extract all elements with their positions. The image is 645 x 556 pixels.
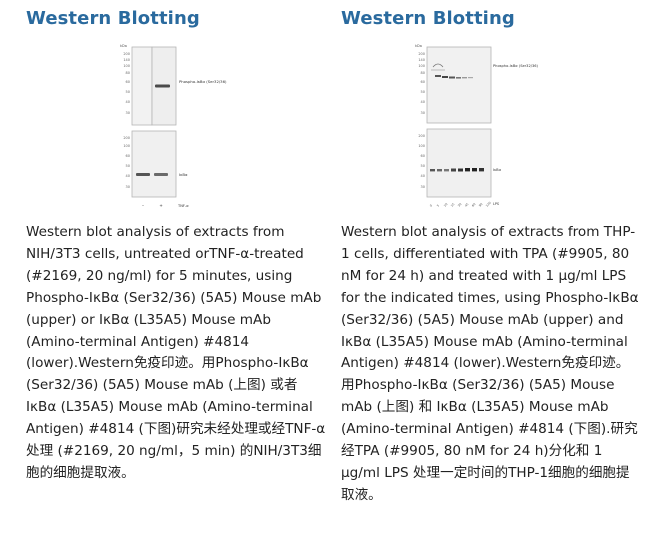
svg-text:40: 40 [126, 100, 130, 104]
svg-text:IκBα: IκBα [493, 168, 502, 172]
svg-text:45: 45 [464, 202, 470, 208]
upper-membrane [131, 46, 153, 126]
svg-text:0: 0 [429, 203, 433, 207]
svg-text:50: 50 [126, 164, 130, 168]
svg-text:90: 90 [478, 202, 484, 208]
svg-text:100: 100 [418, 144, 425, 148]
figure-caption: Western blot analysis of extracts from T… [341, 222, 641, 507]
svg-text:30: 30 [126, 111, 130, 115]
svg-text:TNF-α: TNF-α [177, 204, 189, 208]
svg-text:60: 60 [126, 154, 130, 158]
svg-text:30: 30 [126, 185, 130, 189]
svg-text:80: 80 [126, 71, 130, 75]
svg-text:60: 60 [126, 80, 130, 84]
svg-text:30: 30 [421, 185, 425, 189]
figure-caption: Western blot analysis of extracts from N… [26, 222, 326, 485]
ikba-band-1 [136, 173, 150, 176]
panel-heading: Western Blotting [26, 8, 200, 29]
svg-text:60: 60 [421, 80, 425, 84]
svg-text:200: 200 [418, 134, 425, 138]
caption-english: Western blot analysis of extracts from T… [341, 224, 639, 372]
svg-text:10: 10 [443, 202, 449, 208]
caption-chinese: Western免疫印迹。用Phospho-IκBα (Ser32/36) (5A… [341, 355, 638, 503]
svg-text:100: 100 [123, 64, 130, 68]
svg-text:40: 40 [421, 174, 425, 178]
blot-image: kDa 200 140 100 80 60 50 40 30 Phospho-I… [415, 44, 539, 208]
svg-text:30: 30 [457, 202, 463, 208]
phospho-band [155, 84, 170, 88]
svg-text:LPS: LPS [493, 202, 499, 206]
western-blot-figure: kDa 200 140 100 80 60 50 40 30 Phospho-I… [341, 37, 641, 225]
svg-text:–: – [142, 203, 144, 208]
svg-text:200: 200 [418, 52, 425, 56]
svg-text:15: 15 [450, 202, 456, 208]
svg-text:120: 120 [485, 201, 492, 208]
upper-membrane [426, 46, 492, 124]
left-panel: Western Blotting kDa 200 140 100 80 60 5… [26, 0, 326, 481]
svg-text:100: 100 [418, 64, 425, 68]
right-panel: Western Blotting kDa 200 140 100 80 60 5… [341, 0, 641, 503]
kda-label: kDa [120, 44, 127, 48]
svg-text:200: 200 [123, 136, 130, 140]
caption-english: Western blot analysis of extracts from N… [26, 224, 322, 372]
svg-text:kDa: kDa [415, 44, 422, 48]
svg-text:50: 50 [421, 164, 425, 168]
svg-text:140: 140 [418, 58, 425, 62]
svg-text:+: + [159, 203, 162, 208]
svg-text:40: 40 [126, 174, 130, 178]
svg-text:50: 50 [421, 90, 425, 94]
svg-text:200: 200 [123, 52, 130, 56]
svg-text:80: 80 [421, 71, 425, 75]
upper-band-label: Phospho-IκBα (Ser32/36) [179, 79, 227, 84]
lower-membrane [131, 130, 177, 198]
blot-image: kDa 200 140 100 80 60 50 40 30 Phospho-I… [120, 44, 227, 208]
svg-text:100: 100 [123, 144, 130, 148]
svg-text:140: 140 [123, 58, 130, 62]
western-blot-figure: kDa 200 140 100 80 60 50 40 30 Phospho-I… [26, 37, 326, 225]
ikba-band-2 [154, 173, 168, 176]
svg-text:Phospho-IκBα (Ser32/36): Phospho-IκBα (Ser32/36) [493, 64, 539, 68]
svg-text:60: 60 [421, 154, 425, 158]
svg-text:5: 5 [436, 203, 440, 207]
svg-text:60: 60 [471, 202, 477, 208]
svg-text:30: 30 [421, 111, 425, 115]
lower-band-label: IκBα [179, 172, 188, 177]
svg-text:40: 40 [421, 100, 425, 104]
panel-heading: Western Blotting [341, 8, 515, 29]
lower-membrane [426, 128, 492, 198]
caption-chinese: Western免疫印迹。用Phospho-IκBα (Ser32/36) (5A… [26, 355, 326, 481]
svg-text:50: 50 [126, 90, 130, 94]
